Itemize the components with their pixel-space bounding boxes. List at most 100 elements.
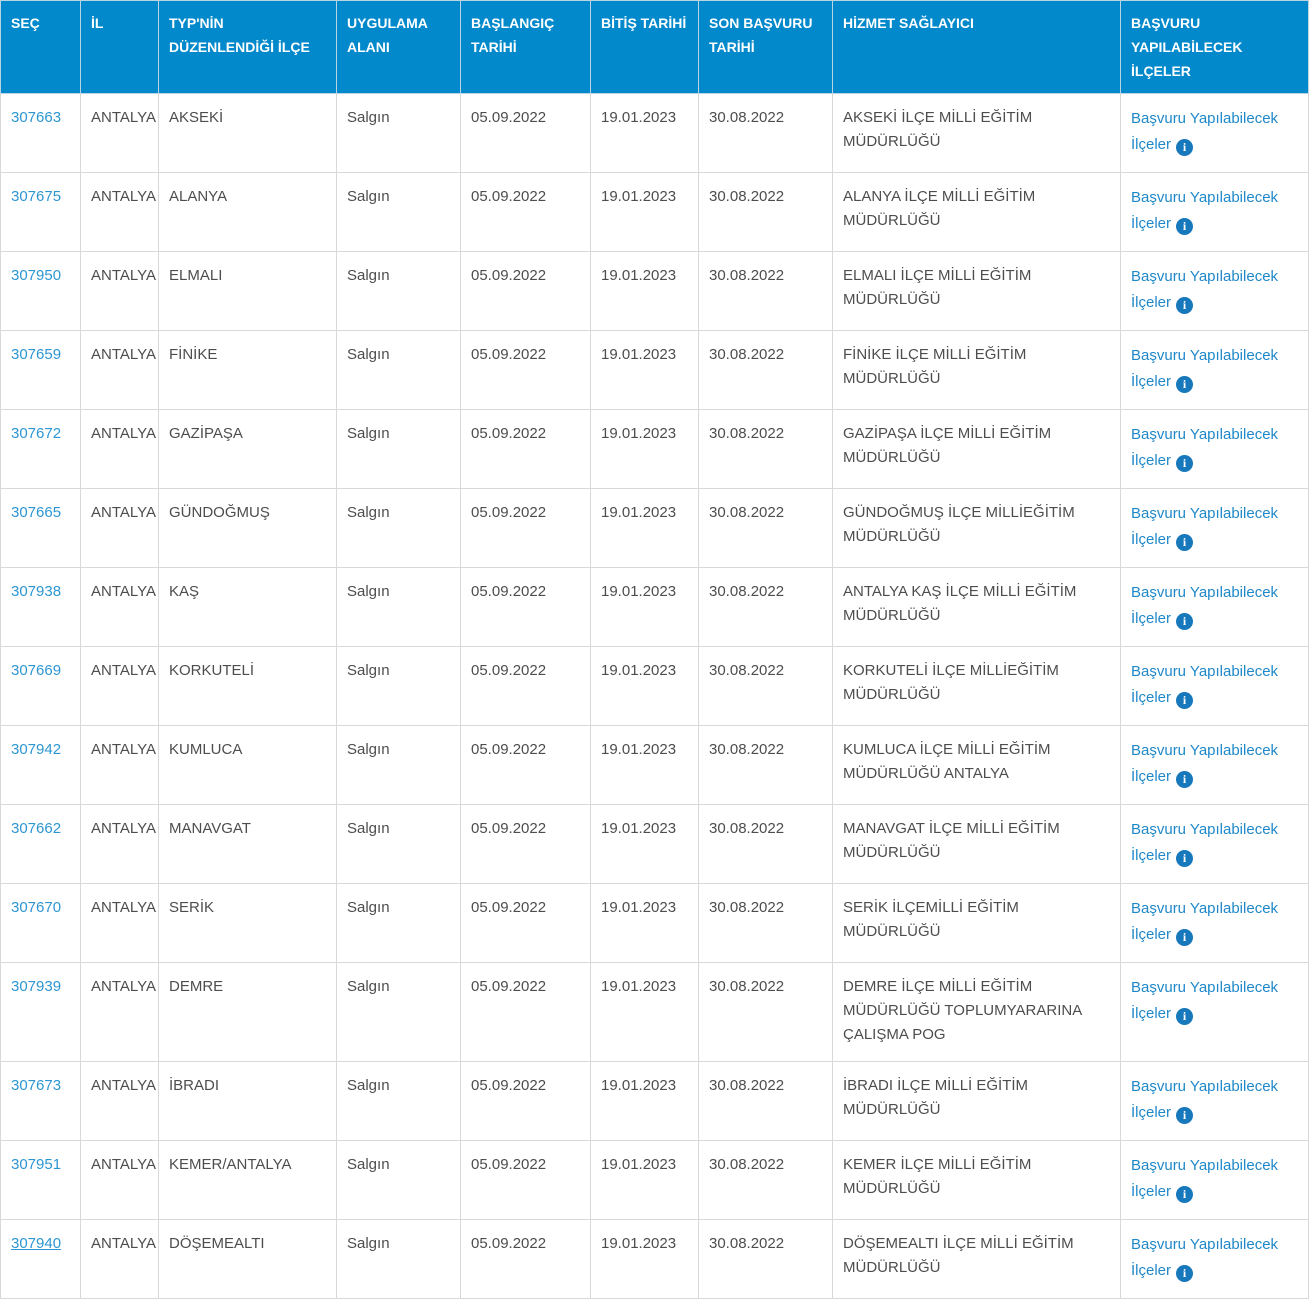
info-circle-icon[interactable]: i — [1176, 1186, 1194, 1203]
typ-id-link[interactable]: 307662 — [11, 820, 62, 837]
info-circle-icon[interactable]: i — [1176, 376, 1194, 393]
typ-id-link[interactable]: 307951 — [11, 1156, 62, 1173]
cell-saglayici: DEMRE İLÇE MİLLİ EĞİTİM MÜDÜRLÜĞÜ TOPLUM… — [832, 962, 1121, 1062]
info-circle-icon[interactable]: i — [1176, 692, 1194, 709]
cell-ilce: KORKUTELİ — [158, 646, 337, 726]
typ-id-link[interactable]: 307940 — [11, 1235, 62, 1252]
table-row: 307669 ANTALYA KORKUTELİ Salgın 05.09.20… — [0, 646, 1309, 726]
typ-id-link[interactable]: 307939 — [11, 978, 62, 995]
typ-id-link[interactable]: 307659 — [11, 346, 62, 363]
cell-son: 30.08.2022 — [698, 962, 833, 1062]
cell-il: ANTALYA — [80, 883, 159, 963]
apply-districts-link[interactable]: Başvuru Yapılabilecek İlçeler i — [1131, 821, 1278, 867]
info-circle-icon[interactable]: i — [1176, 297, 1194, 314]
table-row: 307659 ANTALYA FİNİKE Salgın 05.09.2022 … — [0, 330, 1309, 410]
info-circle-icon[interactable]: i — [1176, 613, 1194, 630]
info-circle-icon[interactable]: i — [1176, 1107, 1194, 1124]
cell-basvuru: Başvuru Yapılabilecek İlçeler i — [1120, 251, 1309, 331]
cell-sec: 307939 — [0, 962, 81, 1062]
cell-il: ANTALYA — [80, 330, 159, 410]
cell-basvuru: Başvuru Yapılabilecek İlçeler i — [1120, 172, 1309, 252]
apply-districts-link[interactable]: Başvuru Yapılabilecek İlçeler i — [1131, 1078, 1278, 1124]
cell-saglayici: DÖŞEMEALTI İLÇE MİLLİ EĞİTİM MÜDÜRLÜĞÜ — [832, 1219, 1121, 1299]
apply-districts-link[interactable]: Başvuru Yapılabilecek İlçeler i — [1131, 110, 1278, 156]
cell-il: ANTALYA — [80, 962, 159, 1062]
apply-districts-link[interactable]: Başvuru Yapılabilecek İlçeler i — [1131, 347, 1278, 393]
apply-districts-link[interactable]: Başvuru Yapılabilecek İlçeler i — [1131, 663, 1278, 709]
cell-baslangic: 05.09.2022 — [460, 883, 591, 963]
info-circle-icon[interactable]: i — [1176, 1008, 1194, 1025]
cell-sec: 307663 — [0, 93, 81, 173]
apply-districts-link[interactable]: Başvuru Yapılabilecek İlçeler i — [1131, 189, 1278, 235]
cell-ilce: AKSEKİ — [158, 93, 337, 173]
cell-bitis: 19.01.2023 — [590, 725, 699, 805]
apply-districts-link-text: Başvuru Yapılabilecek İlçeler — [1131, 1157, 1279, 1200]
cell-saglayici: KORKUTELİ İLÇE MİLLİEĞİTİM MÜDÜRLÜĞÜ — [832, 646, 1121, 726]
table-row: 307940 ANTALYA DÖŞEMEALTI Salgın 05.09.2… — [0, 1219, 1309, 1299]
info-circle-icon[interactable]: i — [1176, 929, 1194, 946]
cell-baslangic: 05.09.2022 — [460, 172, 591, 252]
info-circle-icon[interactable]: i — [1176, 850, 1194, 867]
cell-basvuru: Başvuru Yapılabilecek İlçeler i — [1120, 330, 1309, 410]
typ-id-link[interactable]: 307673 — [11, 1077, 62, 1094]
apply-districts-link-text: Başvuru Yapılabilecek İlçeler — [1131, 426, 1279, 469]
cell-saglayici: FİNİKE İLÇE MİLLİ EĞİTİM MÜDÜRLÜĞÜ — [832, 330, 1121, 410]
cell-saglayici: İBRADI İLÇE MİLLİ EĞİTİM MÜDÜRLÜĞÜ — [832, 1061, 1121, 1141]
apply-districts-link[interactable]: Başvuru Yapılabilecek İlçeler i — [1131, 268, 1278, 314]
apply-districts-link[interactable]: Başvuru Yapılabilecek İlçeler i — [1131, 1157, 1279, 1203]
info-circle-icon[interactable]: i — [1176, 455, 1194, 472]
typ-id-link[interactable]: 307942 — [11, 741, 62, 758]
apply-districts-link[interactable]: Başvuru Yapılabilecek İlçeler i — [1131, 426, 1279, 472]
column-header-alan: UYGULAMA ALANI — [336, 0, 461, 94]
cell-il: ANTALYA — [80, 409, 159, 489]
cell-alan: Salgın — [336, 409, 461, 489]
typ-id-link[interactable]: 307938 — [11, 583, 62, 600]
cell-son: 30.08.2022 — [698, 1140, 833, 1220]
apply-districts-link[interactable]: Başvuru Yapılabilecek İlçeler i — [1131, 900, 1278, 946]
typ-id-link[interactable]: 307672 — [11, 425, 62, 442]
apply-districts-link[interactable]: Başvuru Yapılabilecek İlçeler i — [1131, 584, 1279, 630]
info-circle-icon[interactable]: i — [1176, 139, 1194, 156]
typ-id-link[interactable]: 307669 — [11, 662, 62, 679]
cell-bitis: 19.01.2023 — [590, 488, 699, 568]
typ-id-link[interactable]: 307663 — [11, 109, 62, 126]
column-header-sec: SEÇ — [0, 0, 81, 94]
cell-ilce: ALANYA — [158, 172, 337, 252]
apply-districts-link[interactable]: Başvuru Yapılabilecek İlçeler i — [1131, 1236, 1278, 1282]
cell-baslangic: 05.09.2022 — [460, 1219, 591, 1299]
info-circle-icon[interactable]: i — [1176, 771, 1194, 788]
cell-bitis: 19.01.2023 — [590, 567, 699, 647]
apply-districts-link-text: Başvuru Yapılabilecek İlçeler — [1131, 584, 1279, 627]
cell-alan: Salgın — [336, 330, 461, 410]
cell-sec: 307670 — [0, 883, 81, 963]
cell-basvuru: Başvuru Yapılabilecek İlçeler i — [1120, 567, 1309, 647]
info-circle-icon[interactable]: i — [1176, 534, 1194, 551]
cell-il: ANTALYA — [80, 1061, 159, 1141]
info-circle-icon[interactable]: i — [1176, 218, 1194, 235]
cell-son: 30.08.2022 — [698, 93, 833, 173]
apply-districts-link[interactable]: Başvuru Yapılabilecek İlçeler i — [1131, 505, 1279, 551]
cell-sec: 307951 — [0, 1140, 81, 1220]
cell-ilce: DÖŞEMEALTI — [158, 1219, 337, 1299]
apply-districts-link[interactable]: Başvuru Yapılabilecek İlçeler i — [1131, 742, 1278, 788]
typ-id-link[interactable]: 307665 — [11, 504, 62, 521]
cell-baslangic: 05.09.2022 — [460, 646, 591, 726]
cell-son: 30.08.2022 — [698, 1061, 833, 1141]
table-row: 307675 ANTALYA ALANYA Salgın 05.09.2022 … — [0, 172, 1309, 252]
typ-id-link[interactable]: 307950 — [11, 267, 62, 284]
info-circle-icon[interactable]: i — [1176, 1265, 1194, 1282]
typ-id-link[interactable]: 307675 — [11, 188, 62, 205]
cell-alan: Salgın — [336, 488, 461, 568]
cell-bitis: 19.01.2023 — [590, 172, 699, 252]
apply-districts-link[interactable]: Başvuru Yapılabilecek İlçeler i — [1131, 979, 1278, 1025]
apply-districts-link-text: Başvuru Yapılabilecek İlçeler — [1131, 505, 1279, 548]
cell-saglayici: ALANYA İLÇE MİLLİ EĞİTİM MÜDÜRLÜĞÜ — [832, 172, 1121, 252]
cell-ilce: KAŞ — [158, 567, 337, 647]
typ-id-link[interactable]: 307670 — [11, 899, 62, 916]
cell-saglayici: GAZİPAŞA İLÇE MİLLİ EĞİTİM MÜDÜRLÜĞÜ — [832, 409, 1121, 489]
cell-bitis: 19.01.2023 — [590, 251, 699, 331]
cell-son: 30.08.2022 — [698, 567, 833, 647]
cell-baslangic: 05.09.2022 — [460, 330, 591, 410]
header-row: SEÇ İL TYP'NİN DÜZENLENDİĞİ İLÇE UYGULAM… — [0, 0, 1309, 94]
table-row: 307670 ANTALYA SERİK Salgın 05.09.2022 1… — [0, 883, 1309, 963]
